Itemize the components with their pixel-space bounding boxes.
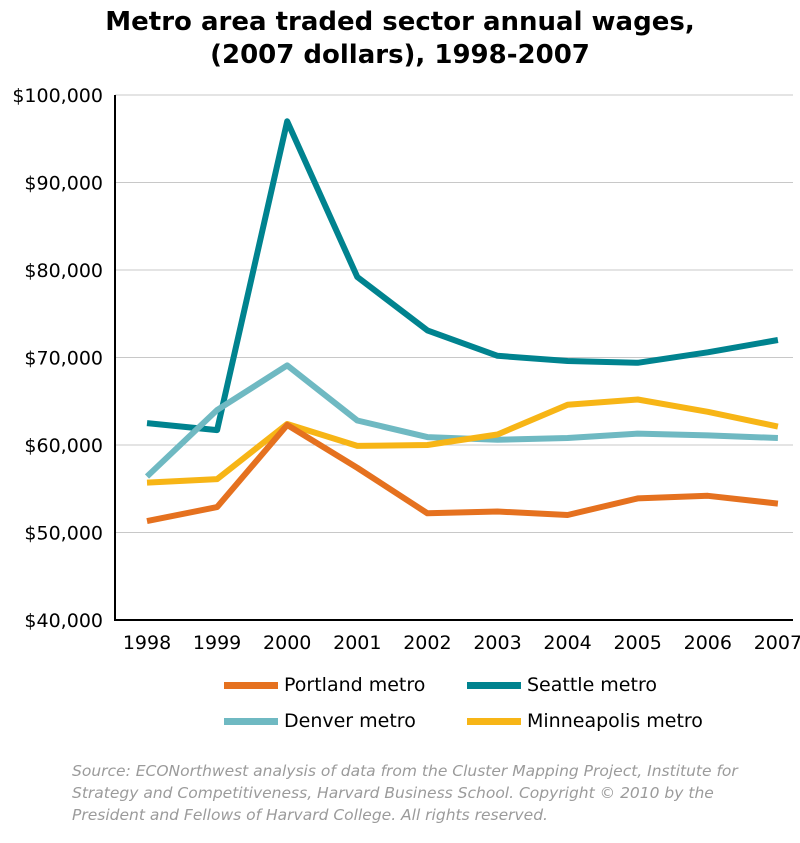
legend-swatch-denver [224,717,278,725]
x-tick-label: 1999 [193,632,241,654]
legend-item-seattle: Seattle metro [467,674,657,696]
y-tick-label: $40,000 [24,610,103,632]
legend-item-denver: Denver metro [224,710,416,732]
source-note: Source: ECONorthwest analysis of data fr… [72,760,792,826]
legend-swatch-portland [224,681,278,689]
y-tick-label: $70,000 [24,348,103,370]
y-tick-label: $50,000 [24,523,103,545]
legend-item-minneapolis: Minneapolis metro [467,710,703,732]
legend-label-denver: Denver metro [284,710,416,732]
y-tick-label: $100,000 [12,85,103,107]
chart-title-line-1: Metro area traded sector annual wages, [105,7,695,37]
legend-swatch-seattle [467,681,521,689]
axes [114,95,793,621]
legend-label-minneapolis: Minneapolis metro [527,710,703,732]
legend-label-portland: Portland metro [284,674,426,696]
source-line-1: Source: ECONorthwest analysis of data fr… [72,762,738,780]
x-tick-label: 2005 [614,632,662,654]
legend-item-portland: Portland metro [224,674,425,696]
y-tick-label: $80,000 [24,260,103,282]
gridlines [115,94,793,533]
series-line-minneapolis-metro [146,396,779,486]
x-tick-label: 1998 [123,632,171,654]
x-tick-label: 2006 [684,632,732,654]
source-line-2: Strategy and Competitiveness, Harvard Bu… [72,784,714,802]
y-tick-label: $60,000 [24,435,103,457]
x-tick-label: 2002 [403,632,451,654]
series-line-seattle-metro [146,118,779,434]
chart-title: Metro area traded sector annual wages, (… [0,6,800,72]
series-lines [144,118,779,525]
x-tick-label: 2001 [333,632,381,654]
source-line-3: President and Fellows of Harvard College… [72,806,548,824]
x-tick-labels: 1998 1999 2000 2001 2002 2003 2004 2005 2006 2007 [123,632,800,654]
legend-swatch-minneapolis [467,717,521,725]
x-tick-label: 2007 [754,632,800,654]
legend-label-seattle: Seattle metro [527,674,657,696]
x-tick-label: 2000 [263,632,311,654]
series-line-portland-metro [146,421,779,525]
y-tick-labels: $40,000 $50,000 $60,000 $70,000 $80,000 $90,0… [12,85,103,632]
y-tick-label: $90,000 [24,173,103,195]
chart-title-line-2: (2007 dollars), 1998-2007 [210,40,590,70]
x-tick-label: 2004 [543,632,591,654]
x-tick-label: 2003 [473,632,521,654]
